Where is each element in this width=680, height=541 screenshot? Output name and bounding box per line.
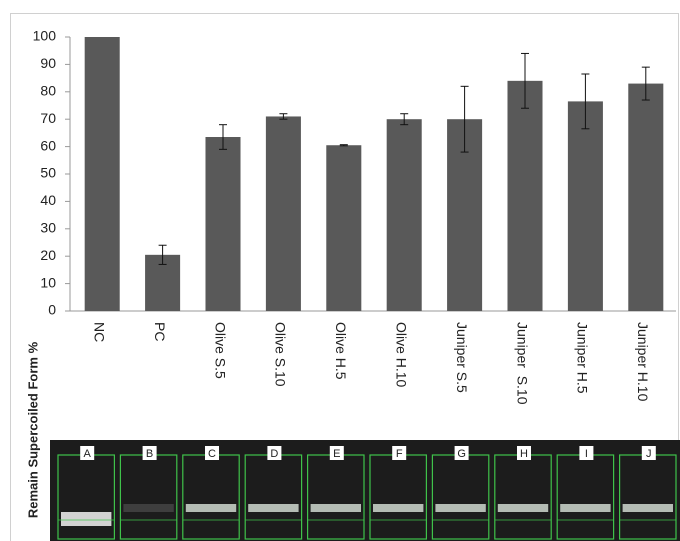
gel-lane-label: H: [520, 448, 528, 460]
bar: [326, 145, 361, 311]
y-tick-label: 30: [40, 220, 56, 236]
gel-band: [498, 504, 548, 512]
gel-lane-label: A: [84, 448, 92, 460]
x-tick-label: PC: [152, 322, 168, 341]
gel-lane-label: G: [457, 448, 466, 460]
y-tick-label: 100: [33, 28, 57, 44]
y-tick-label: 90: [40, 55, 56, 71]
gel-band: [311, 504, 361, 512]
gel-band: [435, 504, 485, 512]
bar: [628, 84, 663, 311]
bar: [205, 137, 240, 311]
gel-lane-label: J: [646, 448, 652, 460]
x-tick-label: Olive H.5: [333, 322, 349, 380]
x-tick-label: Juniper H.10: [635, 322, 651, 402]
gel-band: [248, 504, 298, 512]
bar: [568, 101, 603, 311]
bar: [266, 116, 301, 311]
gel-lane-label: E: [333, 448, 340, 460]
x-tick-label: Juniper S.10: [514, 322, 530, 405]
bar: [507, 81, 542, 311]
x-tick-label: Olive H.10: [393, 322, 409, 388]
gel-band: [186, 504, 236, 512]
gel-band: [61, 512, 111, 526]
y-tick-label: 0: [48, 302, 56, 318]
y-tick-label: 70: [40, 110, 56, 126]
x-tick-label: Olive S.5: [212, 322, 228, 379]
y-tick-label: 60: [40, 137, 56, 153]
gel-band: [123, 504, 173, 512]
y-tick-label: 40: [40, 192, 56, 208]
y-tick-label: 80: [40, 83, 56, 99]
x-tick-label: Olive S.10: [273, 322, 289, 387]
x-tick-label: Juniper H.5: [575, 322, 591, 394]
gel-lane-label: I: [585, 448, 588, 460]
gel-lane-label: F: [396, 448, 403, 460]
y-tick-label: 10: [40, 274, 56, 290]
chart: Remain Supercoiled Form % 0 10 20 30 40 50 60 7…: [0, 0, 680, 541]
y-tick-label: 20: [40, 247, 56, 263]
x-tick-label: NC: [91, 322, 107, 342]
gel-band: [373, 504, 423, 512]
gel-band: [623, 504, 673, 512]
gel-band: [560, 504, 610, 512]
gel-lane-label: C: [208, 448, 216, 460]
y-axis-label: Remain Supercoiled Form %: [25, 341, 40, 518]
gel-lane-label: D: [270, 448, 278, 460]
x-tick-label: Juniper S.5: [454, 322, 470, 393]
y-tick-label: 50: [40, 165, 56, 181]
bar: [387, 119, 422, 311]
gel-lane-label: B: [146, 448, 153, 460]
bar: [85, 37, 120, 311]
